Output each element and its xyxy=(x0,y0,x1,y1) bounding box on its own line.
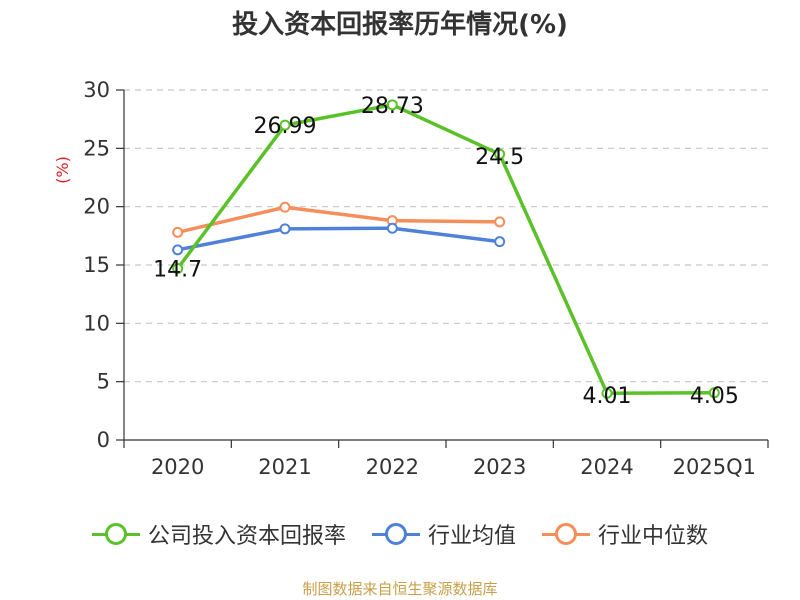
data-label: 26.99 xyxy=(254,114,317,139)
gridlines xyxy=(124,89,768,383)
chart-title: 投入资本回报率历年情况(%) xyxy=(232,10,568,40)
data-point xyxy=(708,387,720,399)
series-lines xyxy=(172,99,720,399)
data-labels: 14.7 26.99 28.73 24.5 4.01 4.05 xyxy=(153,94,739,409)
data-point xyxy=(494,216,506,228)
y-tick-label: 0 xyxy=(97,428,110,452)
x-tick-label: 2020 xyxy=(151,455,204,479)
legend-marker-icon xyxy=(542,523,590,545)
series-line xyxy=(177,205,500,235)
legend-item[interactable]: 行业均值 xyxy=(371,518,516,550)
data-point xyxy=(279,223,291,235)
legend-item[interactable]: 行业中位数 xyxy=(542,518,708,550)
data-point xyxy=(386,222,398,234)
data-point xyxy=(386,99,398,111)
legend: 公司投入资本回报率 行业均值 行业中位数 xyxy=(0,518,800,550)
data-label: 4.05 xyxy=(690,384,739,409)
series-line xyxy=(177,226,500,252)
source-footer: 制图数据来自恒生聚源数据库 xyxy=(302,580,498,598)
series-line xyxy=(176,103,715,395)
y-tick-label: 10 xyxy=(83,311,110,335)
data-point xyxy=(172,226,184,238)
data-label: 28.73 xyxy=(361,94,424,119)
data-point xyxy=(601,387,613,399)
data-point xyxy=(279,201,291,213)
x-tick-label: 2023 xyxy=(473,455,526,479)
data-point xyxy=(279,119,291,131)
y-axis-label: (%) xyxy=(53,156,72,184)
data-point xyxy=(494,236,506,248)
axes: 0 5 10 15 20 25 30 2020 2021 2022 2023 2024 2025Q1 (%… xyxy=(53,78,769,479)
y-tick-label: 30 xyxy=(83,78,110,102)
data-label: 14.7 xyxy=(153,258,202,283)
legend-label: 公司投入资本回报率 xyxy=(147,524,346,549)
legend-label: 行业均值 xyxy=(427,524,516,549)
legend-item[interactable]: 公司投入资本回报率 xyxy=(91,518,346,550)
y-tick-label: 5 xyxy=(97,370,110,394)
data-label: 24.5 xyxy=(475,145,524,170)
legend-label: 行业中位数 xyxy=(598,524,709,549)
legend-marker-icon xyxy=(91,523,140,545)
data-label: 4.01 xyxy=(583,384,632,409)
legend-marker-icon xyxy=(371,523,420,545)
data-point xyxy=(172,244,184,256)
x-tick-label: 2022 xyxy=(366,455,419,479)
y-tick-label: 20 xyxy=(83,195,110,219)
y-tick-label: 25 xyxy=(83,136,110,160)
data-point xyxy=(494,148,506,160)
x-tick-label: 2021 xyxy=(258,455,311,479)
x-tick-label: 2024 xyxy=(580,455,633,479)
x-tick-label: 2025Q1 xyxy=(673,455,756,479)
data-point xyxy=(172,263,184,274)
y-tick-label: 15 xyxy=(83,253,110,277)
